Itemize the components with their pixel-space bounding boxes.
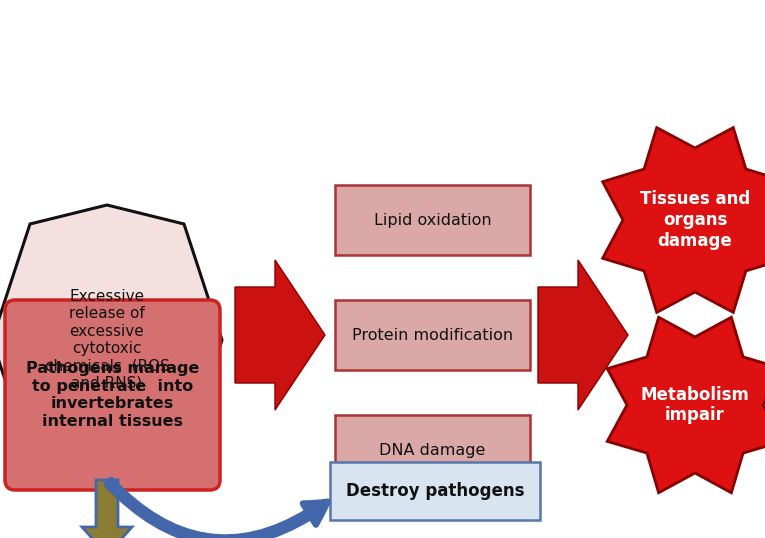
Text: Pathogens manage
to penetrate  into
invertebrates
internal tissues: Pathogens manage to penetrate into inver… <box>26 362 199 429</box>
FancyBboxPatch shape <box>335 415 530 485</box>
Polygon shape <box>603 128 765 313</box>
Text: Destroy pathogens: Destroy pathogens <box>346 482 524 500</box>
FancyBboxPatch shape <box>335 185 530 255</box>
FancyBboxPatch shape <box>5 300 220 490</box>
Text: Lipid oxidation: Lipid oxidation <box>373 213 491 228</box>
FancyBboxPatch shape <box>335 300 530 370</box>
FancyBboxPatch shape <box>330 462 540 520</box>
Text: DNA damage: DNA damage <box>379 442 486 457</box>
Polygon shape <box>538 260 628 410</box>
Text: Protein modification: Protein modification <box>352 328 513 343</box>
FancyArrowPatch shape <box>106 480 327 538</box>
Polygon shape <box>607 317 765 493</box>
Text: Excessive
release of
excessive
cytotoxic
chemicals  (ROS
and RNS): Excessive release of excessive cytotoxic… <box>44 289 169 391</box>
Polygon shape <box>235 260 325 410</box>
Text: Metabolism
impair: Metabolism impair <box>640 386 750 424</box>
Text: Tissues and
organs
damage: Tissues and organs damage <box>640 190 750 250</box>
Polygon shape <box>0 205 222 475</box>
Polygon shape <box>82 480 132 538</box>
